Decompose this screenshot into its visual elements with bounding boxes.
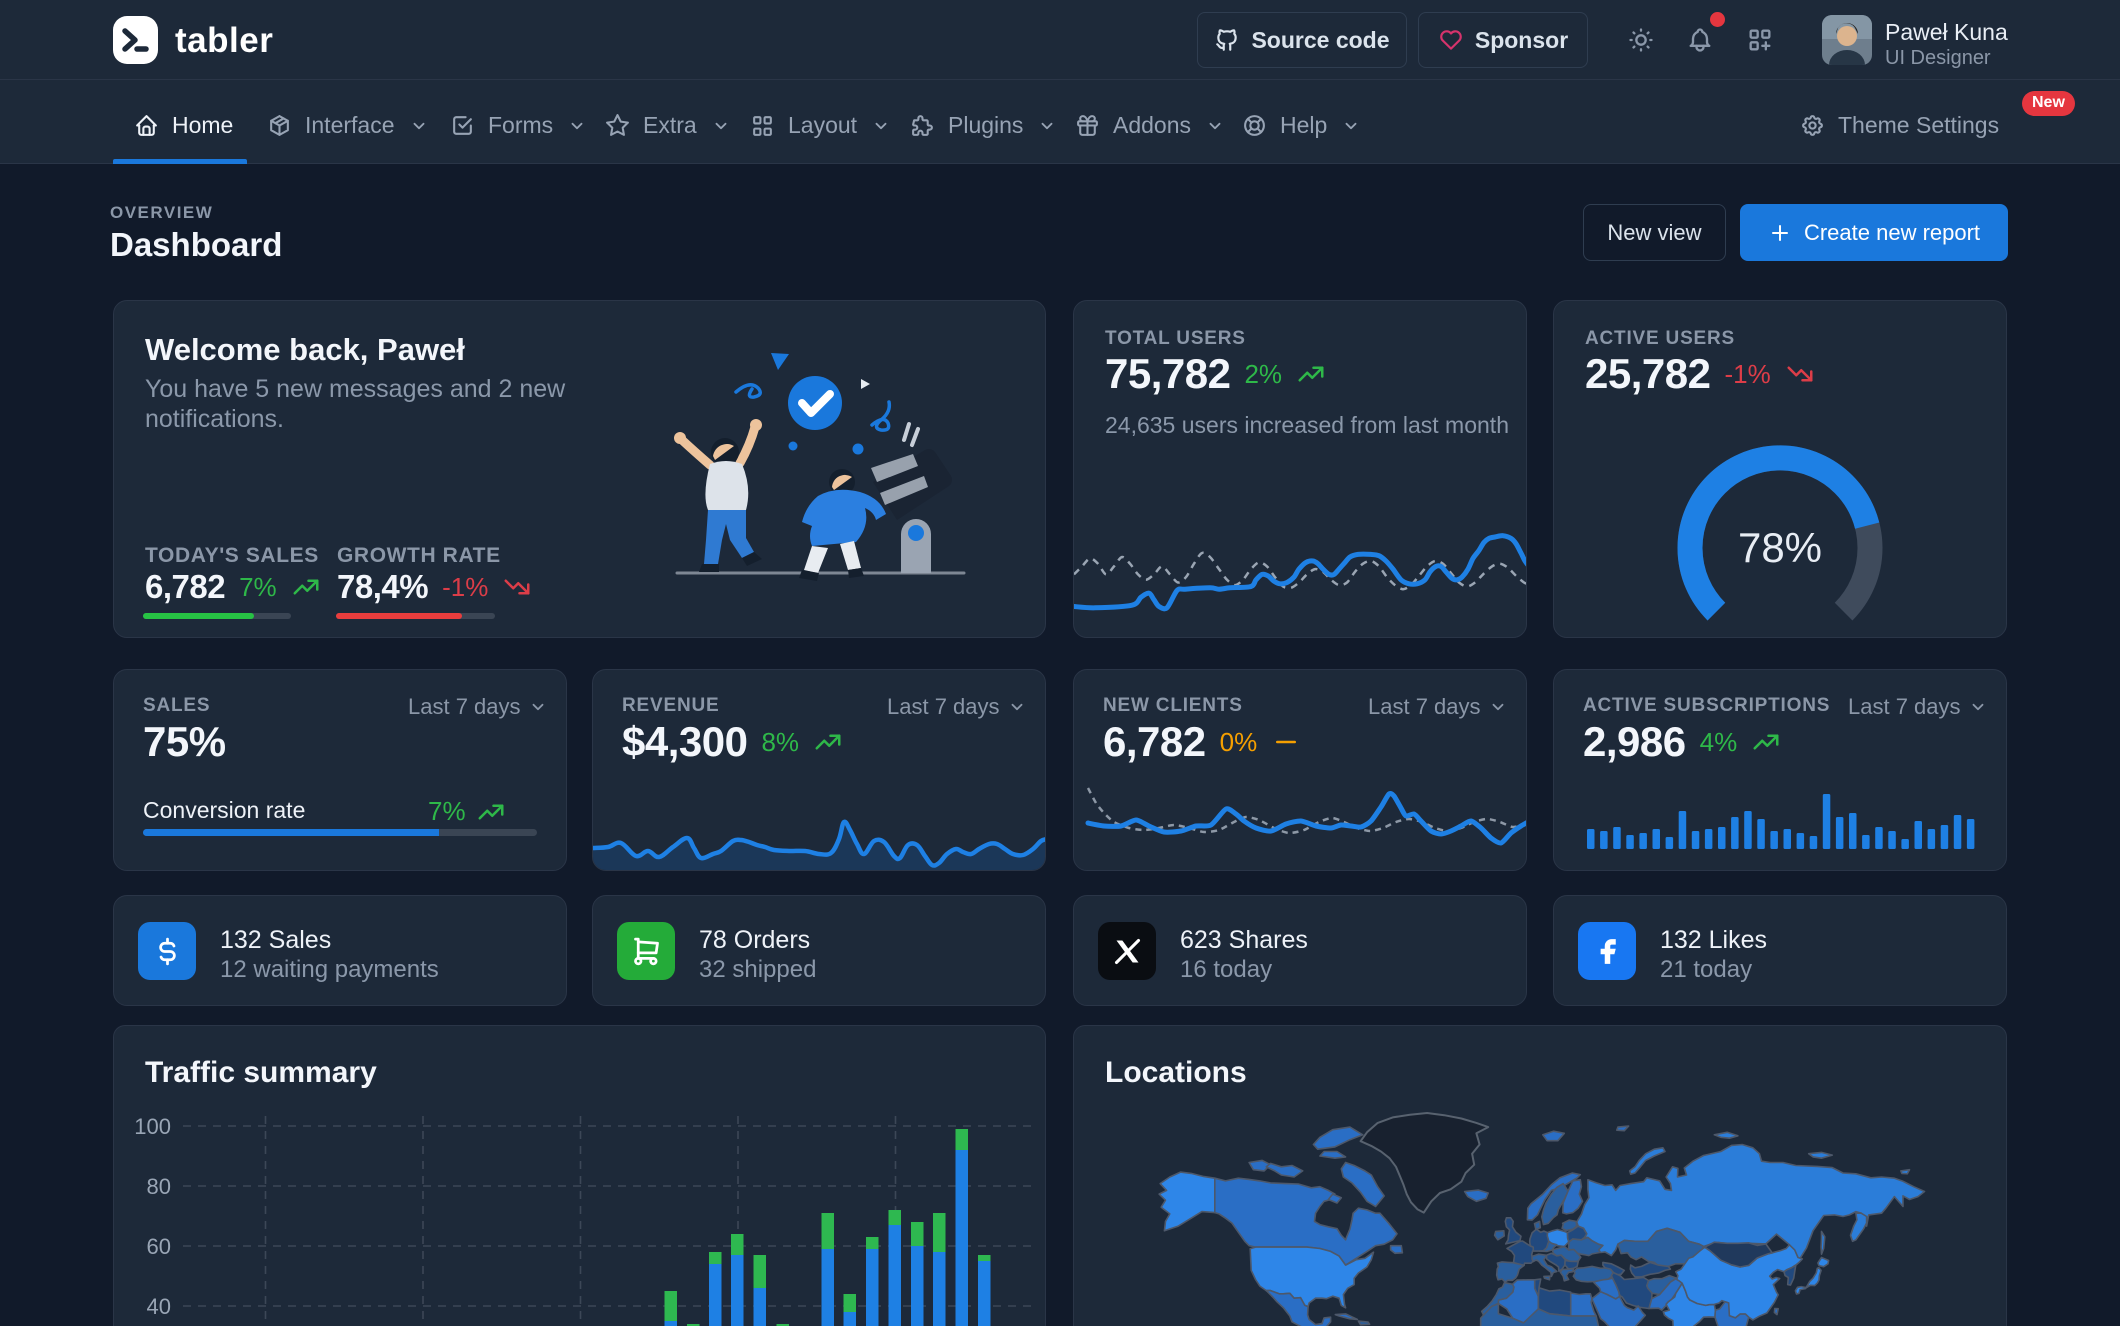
- svg-text:60: 60: [147, 1234, 171, 1259]
- svg-text:80: 80: [147, 1174, 171, 1199]
- svg-text:78%: 78%: [1738, 524, 1822, 571]
- svg-text:100: 100: [134, 1114, 171, 1139]
- svg-text:40: 40: [147, 1294, 171, 1319]
